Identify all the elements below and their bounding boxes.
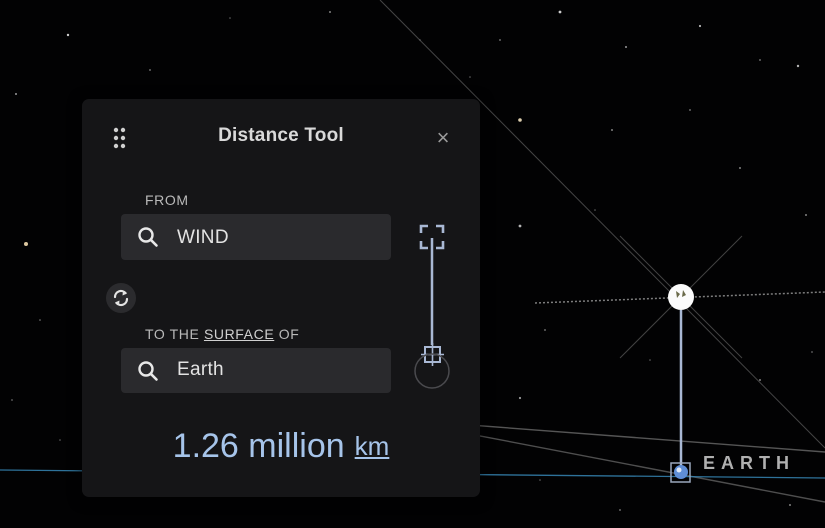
from-search-field[interactable]: WIND <box>121 214 391 260</box>
orbit-line <box>469 424 825 453</box>
surface-link[interactable]: SURFACE <box>203 326 275 342</box>
target-bracket-icon[interactable] <box>419 224 445 250</box>
earth-outline-icon <box>414 353 450 389</box>
distance-unit-toggle[interactable]: km <box>354 431 390 461</box>
orbit-line <box>469 433 825 503</box>
to-label-prefix: TO THE <box>145 326 200 342</box>
from-value: WIND <box>177 227 229 248</box>
distance-value: 1.26 million <box>172 427 345 465</box>
trajectory-line <box>379 0 825 449</box>
to-search-field[interactable]: Earth <box>121 348 391 393</box>
close-icon[interactable]: × <box>436 125 450 150</box>
search-icon <box>138 227 158 247</box>
wind-spacecraft[interactable] <box>619 235 743 359</box>
earth-marker[interactable] <box>670 462 691 483</box>
swap-icon[interactable] <box>106 283 136 313</box>
to-label: TO THE SURFACE OF <box>145 326 299 342</box>
to-value: Earth <box>177 359 224 380</box>
drag-dots-icon[interactable] <box>112 127 128 149</box>
panel-title: Distance Tool <box>218 125 344 146</box>
to-label-suffix: OF <box>278 326 300 342</box>
search-icon <box>138 361 158 381</box>
earth-label[interactable]: EARTH <box>703 453 795 473</box>
distance-result: 1.26 million km <box>82 427 480 466</box>
distance-tool-panel: Distance Tool × FROM WIND TO THE SURFACE… <box>82 99 480 497</box>
distance-connector <box>414 224 450 389</box>
starfield <box>11 10 813 511</box>
from-label: FROM <box>145 192 189 208</box>
